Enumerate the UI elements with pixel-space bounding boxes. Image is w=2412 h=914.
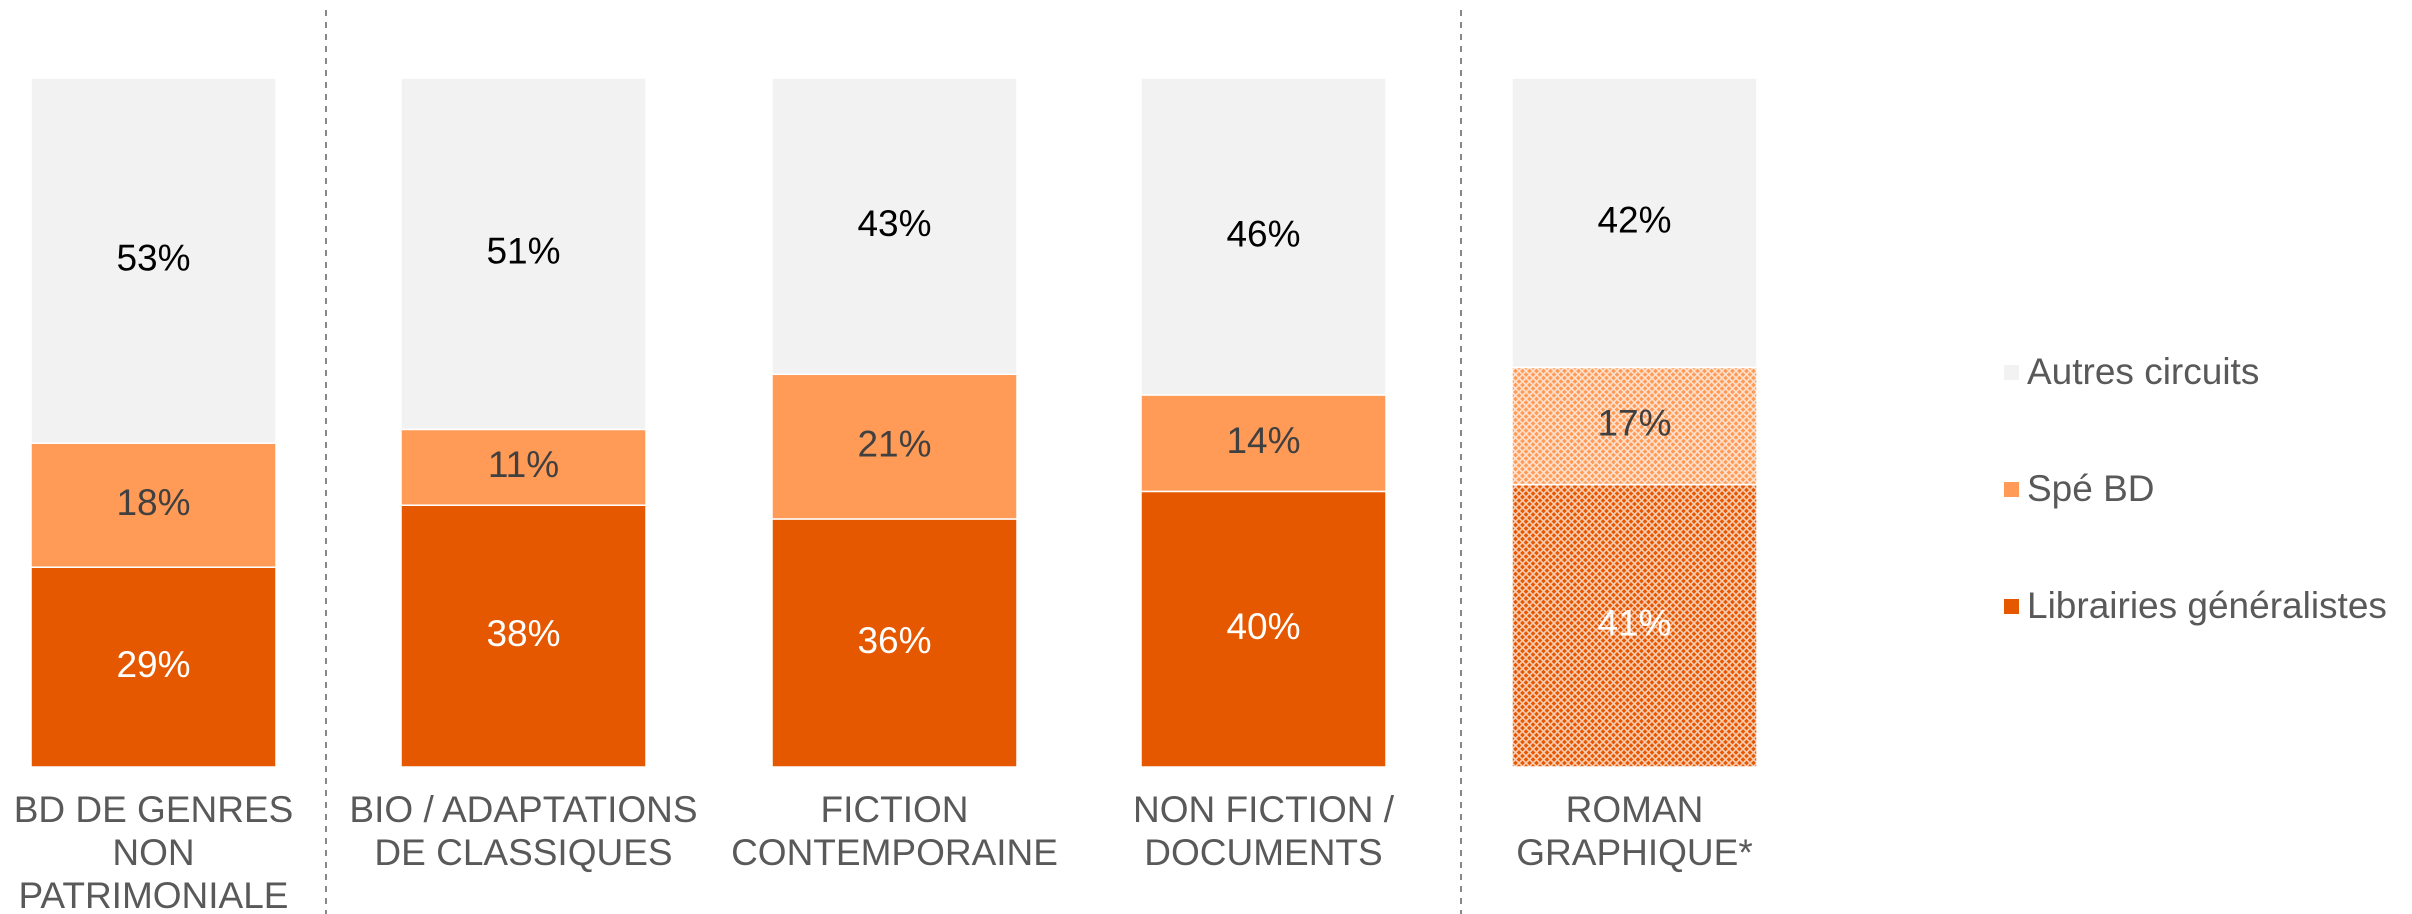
value-label: 38% (486, 613, 560, 654)
x-tick-label: BIO / ADAPTATIONS DE CLASSIQUES (349, 789, 698, 873)
value-label: 29% (116, 644, 190, 685)
bar-segment (771, 518, 1018, 768)
bar-segment (400, 77, 647, 431)
bar-segment (1140, 77, 1387, 396)
bar-segment (30, 442, 277, 568)
legend-label: Spé BD (2027, 468, 2155, 509)
bar-segment (1511, 77, 1758, 369)
legend-swatch (2004, 481, 2019, 497)
legend-swatch (2004, 598, 2019, 614)
value-label: 42% (1597, 199, 1671, 240)
bar-segment (771, 77, 1018, 376)
value-label: 43% (857, 203, 931, 244)
value-label: 36% (857, 620, 931, 661)
value-label: 51% (486, 230, 560, 271)
x-tick-label: NON FICTION / DOCUMENTS (1132, 789, 1395, 873)
legend-swatch (2004, 364, 2019, 380)
value-label: 46% (1226, 213, 1300, 254)
bar-segment (1140, 490, 1387, 768)
bar-segment (1511, 483, 1758, 768)
value-label: 21% (857, 423, 931, 464)
bar-segment (30, 566, 277, 768)
legend-item: Autres circuits (2004, 350, 2259, 394)
bar-segment (1140, 394, 1387, 493)
x-tick-label: ROMAN GRAPHIQUE* (1516, 789, 1753, 873)
x-tick-label: FICTION CONTEMPORAINE (731, 789, 1058, 873)
value-label: 18% (116, 482, 190, 523)
value-label: 41% (1597, 603, 1671, 644)
legend-item: Spé BD (2004, 467, 2155, 511)
value-label: 40% (1226, 606, 1300, 647)
legend-item: Librairies généralistes (2004, 584, 2387, 628)
bar-segment (400, 504, 647, 768)
legend-label: Librairies généralistes (2027, 585, 2387, 626)
value-label: 53% (116, 237, 190, 278)
legend-label: Autres circuits (2027, 351, 2260, 392)
value-label: 14% (1226, 420, 1300, 461)
bar-segment (400, 428, 647, 506)
bar-segment (30, 77, 277, 444)
bar-segment (771, 373, 1018, 520)
x-tick-label: BD DE GENRES NON PATRIMONIALE (13, 789, 294, 914)
value-label: 11% (488, 444, 559, 485)
value-label: 17% (1597, 403, 1671, 444)
